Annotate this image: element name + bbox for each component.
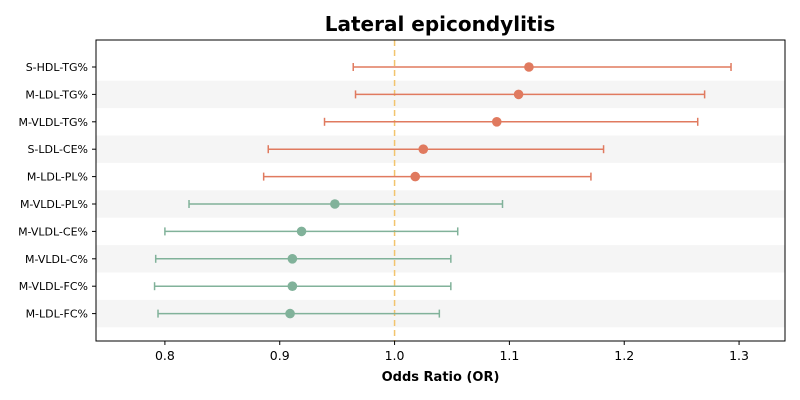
plot-marks xyxy=(153,62,732,319)
y-tick-label: M-LDL-PL% xyxy=(27,171,88,184)
y-tick-label: M-VLDL-FC% xyxy=(19,280,88,293)
y-axis: S-HDL-TG% M-LDL-TG% M-VLDL-TG% S-LDL-CE% M-L… xyxy=(18,61,96,321)
point-estimate xyxy=(491,117,502,127)
y-tick-label: M-LDL-FC% xyxy=(26,308,88,321)
x-axis: 0.8 0.9 1.0 1.1 1.2 1.3 xyxy=(155,341,749,363)
y-tick-label: S-HDL-TG% xyxy=(26,61,88,74)
point-estimate xyxy=(287,253,298,264)
y-tick-label: M-VLDL-CE% xyxy=(18,225,88,238)
chart-title: Lateral epicondylitis xyxy=(325,12,556,36)
point-estimate xyxy=(285,308,295,319)
point-estimate xyxy=(287,281,298,292)
point-estimate xyxy=(513,89,524,100)
point-estimate xyxy=(418,144,429,154)
point-estimate xyxy=(524,62,534,72)
x-tick-label: 0.8 xyxy=(155,348,175,363)
x-tick-label: 1.1 xyxy=(499,348,519,363)
x-tick-label: 1.3 xyxy=(729,348,749,363)
y-tick-label: M-VLDL-TG% xyxy=(18,116,88,129)
point-estimate xyxy=(410,171,421,182)
y-tick-label: M-LDL-TG% xyxy=(25,88,88,101)
y-tick-label: S-LDL-CE% xyxy=(27,143,88,156)
x-tick-label: 1.0 xyxy=(385,348,405,363)
point-estimate xyxy=(296,226,307,237)
x-tick-label: 0.9 xyxy=(270,348,290,363)
y-tick-label: M-VLDL-PL% xyxy=(20,198,88,211)
point-estimate xyxy=(330,199,340,209)
x-axis-label: Odds Ratio (OR) xyxy=(382,370,500,385)
y-tick-label: M-VLDL-C% xyxy=(25,253,88,266)
x-tick-label: 1.2 xyxy=(614,348,634,363)
plot-frame xyxy=(95,39,786,342)
